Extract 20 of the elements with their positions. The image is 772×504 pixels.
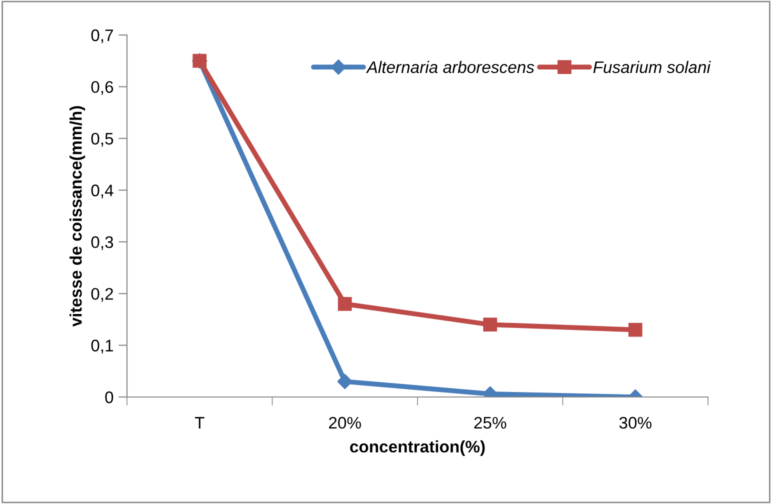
y-tick-label: 0,3 bbox=[91, 236, 114, 250]
point bbox=[338, 296, 352, 311]
x-axis-title: concentration(%) bbox=[350, 440, 485, 456]
point bbox=[483, 318, 498, 332]
y-tick-label: 0,2 bbox=[91, 288, 113, 302]
y-tick-label: 0,4 bbox=[91, 184, 114, 198]
x-tick-label: 30% bbox=[619, 416, 652, 429]
legend-label: Fusarium solani bbox=[593, 60, 711, 74]
x-tick-label: T bbox=[194, 417, 204, 429]
y-axis-title: vitesse de coissance(mm/h) bbox=[70, 106, 86, 327]
y-tick-label: 0,1 bbox=[91, 340, 113, 354]
x-tick-label: 25% bbox=[474, 416, 506, 429]
y-tick-label: 0 bbox=[105, 391, 114, 404]
x-tick-label: 20% bbox=[329, 416, 361, 429]
y-tick-label: 0,5 bbox=[91, 132, 114, 147]
legend-label: Alternaria arborescens bbox=[366, 60, 534, 74]
y-tick-label: 0,7 bbox=[91, 29, 113, 44]
point bbox=[628, 322, 642, 337]
point bbox=[337, 374, 352, 390]
y-tick-label: 0,6 bbox=[91, 81, 114, 95]
